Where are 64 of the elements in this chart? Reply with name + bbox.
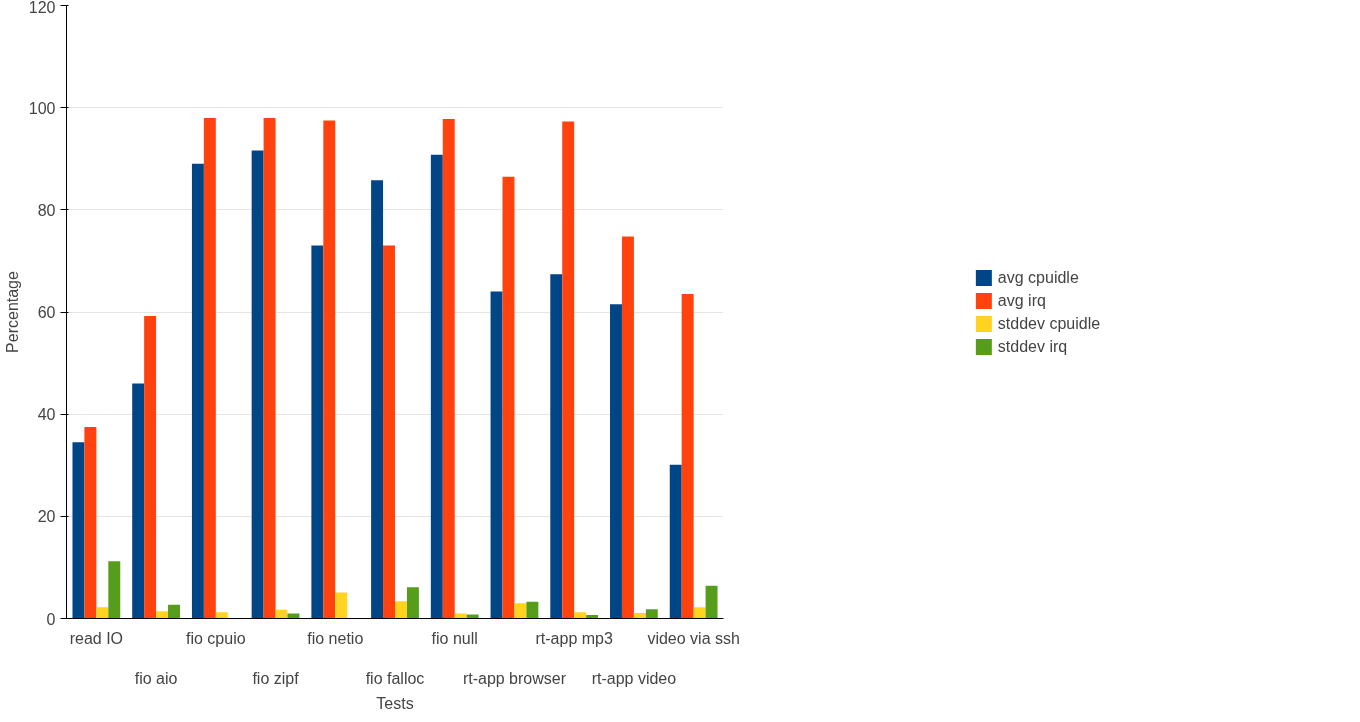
x-tick-label: video via ssh <box>647 629 740 647</box>
bar <box>574 612 587 619</box>
bar <box>215 612 228 619</box>
x-tick-label: fio cpuio <box>186 629 246 647</box>
bar <box>191 163 204 619</box>
bar <box>406 587 419 619</box>
x-tick-label: fio zipf <box>252 670 300 688</box>
bar <box>490 291 503 619</box>
bar <box>383 245 395 619</box>
y-tick-label: 20 <box>37 508 56 526</box>
bar <box>323 120 336 619</box>
bar <box>502 176 515 619</box>
bar <box>132 383 145 619</box>
y-tick-label: 100 <box>28 99 56 117</box>
x-tick-label: fio falloc <box>365 670 425 688</box>
bar <box>287 613 300 619</box>
bar <box>335 592 348 619</box>
bar <box>681 294 694 619</box>
bar <box>72 442 85 619</box>
bar <box>263 117 276 619</box>
bar <box>550 274 563 619</box>
bar <box>395 601 407 619</box>
x-tick-label: rt-app mp3 <box>535 629 613 647</box>
bar <box>168 604 180 619</box>
bar <box>526 601 539 619</box>
bar <box>311 245 324 619</box>
legend-label: stddev cpuidle <box>997 314 1101 332</box>
bar <box>705 585 718 619</box>
bar <box>693 607 706 619</box>
bar <box>96 607 109 619</box>
x-axis-title: Tests <box>376 695 414 713</box>
x-tick-label: read IO <box>69 629 124 647</box>
legend-label: avg cpuidle <box>997 268 1079 286</box>
legend-label: stddev irq <box>997 337 1068 355</box>
legend-label: avg irq <box>997 291 1046 309</box>
bar <box>442 118 455 619</box>
bar <box>251 150 264 619</box>
bar <box>108 561 121 619</box>
y-tick-label: 80 <box>37 201 56 219</box>
bar <box>562 121 575 619</box>
bar <box>203 117 216 619</box>
bar <box>466 614 479 619</box>
bar <box>156 611 169 619</box>
bar <box>645 609 658 619</box>
bar <box>84 426 97 619</box>
bar <box>621 236 634 619</box>
y-tick-label: 40 <box>37 406 56 424</box>
bar <box>454 613 467 619</box>
x-tick-label: rt-app video <box>591 670 677 688</box>
bar <box>430 154 443 619</box>
bar <box>144 316 157 619</box>
bar <box>633 612 646 619</box>
bar <box>371 180 384 619</box>
bar <box>669 464 682 619</box>
x-tick-label: fio null <box>431 629 478 647</box>
bar <box>610 304 622 619</box>
x-tick-label: fio aio <box>134 670 178 688</box>
y-tick-label: 120 <box>28 0 56 16</box>
y-tick-label: 0 <box>46 610 56 628</box>
x-tick-label: fio netio <box>307 629 364 647</box>
bar <box>514 603 527 619</box>
y-tick-label: 60 <box>37 304 56 321</box>
y-axis-title: Percentage <box>3 270 21 353</box>
x-tick-label: rt-app browser <box>462 670 567 688</box>
